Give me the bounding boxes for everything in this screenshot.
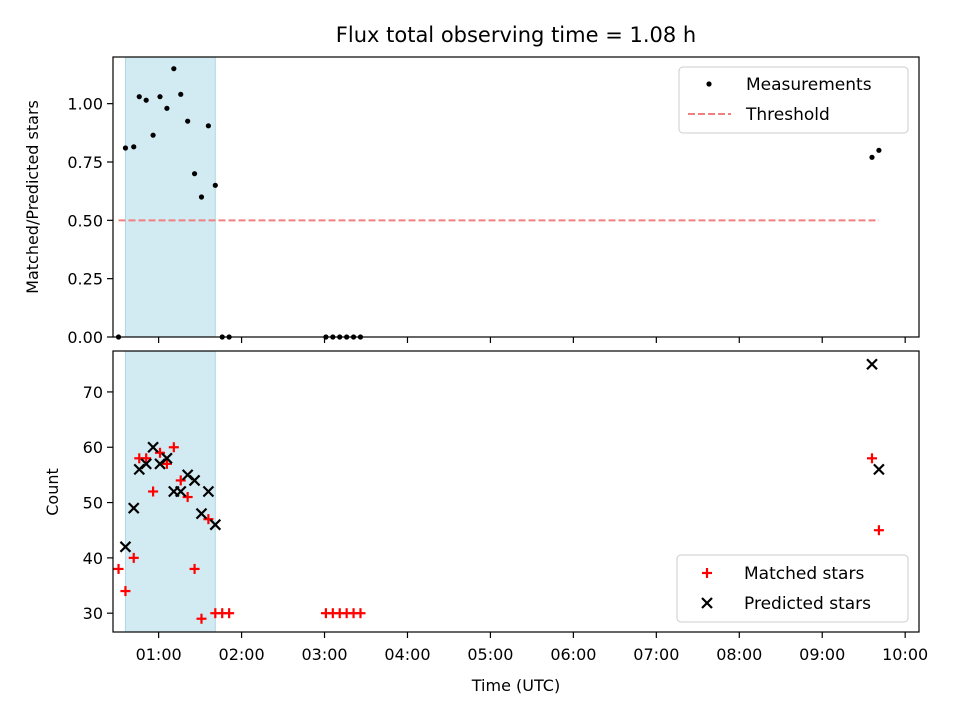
- measurement-point: [122, 145, 129, 151]
- measurement-point: [876, 147, 882, 153]
- predicted-star-point: [195, 507, 208, 520]
- matched-star-point: [224, 608, 235, 619]
- matched-star-point: [161, 458, 172, 469]
- matched-star-point: [866, 453, 877, 464]
- measurement-point: [212, 182, 218, 188]
- bottom-plot-frame: [112, 350, 920, 633]
- matched-star-point: [155, 447, 166, 458]
- chart-title: Flux total observing time = 1.08 h: [336, 23, 696, 47]
- x-axis-label: Time (UTC): [471, 676, 560, 695]
- y-tick-label: 40: [83, 549, 103, 568]
- matched-star-point: [355, 608, 366, 619]
- predicted-star-point: [119, 541, 132, 553]
- x-tick-label: 04:00: [384, 645, 430, 664]
- top-legend: Measurements Threshold: [678, 66, 909, 134]
- measurement-point: [131, 144, 137, 150]
- top-plot-frame: [112, 56, 920, 338]
- measurement-point: [157, 94, 163, 100]
- y-tick-label: 0.25: [67, 270, 103, 289]
- x-tick-label: 02:00: [219, 645, 265, 664]
- x-tick-label: 08:00: [716, 645, 762, 664]
- x-tick-label: 09:00: [799, 645, 845, 664]
- top-legend-box: [678, 66, 909, 134]
- matched-star-point: [148, 486, 159, 497]
- y-tick-label: 50: [83, 494, 103, 513]
- top-panel: 0.00 0.25 0.50 0.75 1.00 Matched/Predicted s…: [23, 56, 920, 347]
- matched-star-point: [175, 475, 186, 486]
- matched-star-point: [203, 514, 214, 525]
- measurement-point: [198, 194, 205, 200]
- bottom-y-axis-label: Count: [43, 468, 62, 516]
- x-tick-label: 07:00: [633, 645, 679, 664]
- x-tick-label: 05:00: [467, 645, 513, 664]
- predicted-star-point: [161, 452, 173, 465]
- measurement-point: [178, 91, 184, 97]
- y-tick-label: 60: [83, 438, 103, 457]
- measurement-point: [185, 118, 191, 124]
- top-y-axis: 0.00 0.25 0.50 0.75 1.00: [67, 95, 113, 347]
- matched-star-point: [873, 525, 884, 536]
- y-tick-label: 30: [83, 604, 103, 623]
- bottom-data-marks: [113, 358, 885, 624]
- matched-star-point: [182, 492, 193, 503]
- legend-measurements-marker: [706, 81, 712, 87]
- x-tick-label: 06:00: [550, 645, 596, 664]
- measurement-point: [164, 105, 170, 111]
- matched-star-point: [113, 563, 124, 574]
- legend-predicted-label: Predicted stars: [744, 594, 871, 614]
- legend-predicted-marker: [701, 597, 713, 609]
- matched-star-point: [120, 586, 131, 597]
- measurement-point: [191, 171, 198, 177]
- measurement-point: [143, 97, 149, 103]
- legend-matched-marker: [702, 568, 712, 578]
- predicted-star-point: [188, 474, 201, 487]
- x-tick-label: 10:00: [882, 645, 928, 664]
- bottom-y-axis: 30 40 50 60 70: [83, 383, 113, 623]
- predicted-star-point: [209, 518, 222, 531]
- bottom-legend-box: [676, 554, 909, 623]
- y-tick-label: 0.50: [67, 211, 103, 230]
- measurement-point: [150, 132, 156, 138]
- y-tick-label: 70: [83, 383, 103, 402]
- measurement-point: [171, 66, 177, 72]
- x-tick-label: 01:00: [136, 645, 182, 664]
- predicted-star-point: [202, 485, 215, 498]
- matched-star-point: [141, 453, 152, 464]
- bottom-legend: Matched stars Predicted stars: [676, 554, 909, 623]
- bottom-x-axis: 01:00 02:00 03:00 04:00 05:00 06:00 07:00 08:00…: [136, 632, 928, 664]
- bottom-highlight-span: [124, 350, 216, 633]
- legend-threshold-label: Threshold: [745, 105, 830, 125]
- predicted-star-point: [866, 358, 878, 371]
- y-tick-label: 0.75: [67, 153, 103, 172]
- measurement-point: [869, 154, 875, 160]
- bottom-panel: 30 40 50 60 70 01:00 02:00 03:00 04:00 05:00 06:0…: [43, 350, 928, 695]
- predicted-star-point: [174, 485, 187, 498]
- matched-star-point: [189, 563, 200, 574]
- y-tick-label: 0.00: [67, 328, 103, 347]
- top-x-ticks: [158, 337, 906, 343]
- matched-marker: [702, 568, 712, 578]
- predicted-star-point: [140, 458, 152, 470]
- matched-star-point: [168, 442, 179, 453]
- legend-measurements-label: Measurements: [746, 75, 872, 95]
- top-y-axis-label: Matched/Predicted stars: [23, 100, 42, 294]
- measurement-point: [136, 94, 142, 100]
- matched-star-point: [196, 613, 207, 624]
- observing-span: [124, 350, 216, 633]
- matched-star-point: [128, 552, 139, 563]
- predicted-marker: [701, 597, 713, 609]
- predicted-star-point: [127, 502, 140, 514]
- predicted-star-point: [873, 463, 885, 476]
- y-tick-label: 1.00: [67, 95, 103, 114]
- legend-matched-label: Matched stars: [744, 564, 864, 584]
- predicted-star-point: [147, 441, 159, 454]
- measurement-point: [205, 123, 211, 129]
- x-tick-label: 03:00: [301, 645, 347, 664]
